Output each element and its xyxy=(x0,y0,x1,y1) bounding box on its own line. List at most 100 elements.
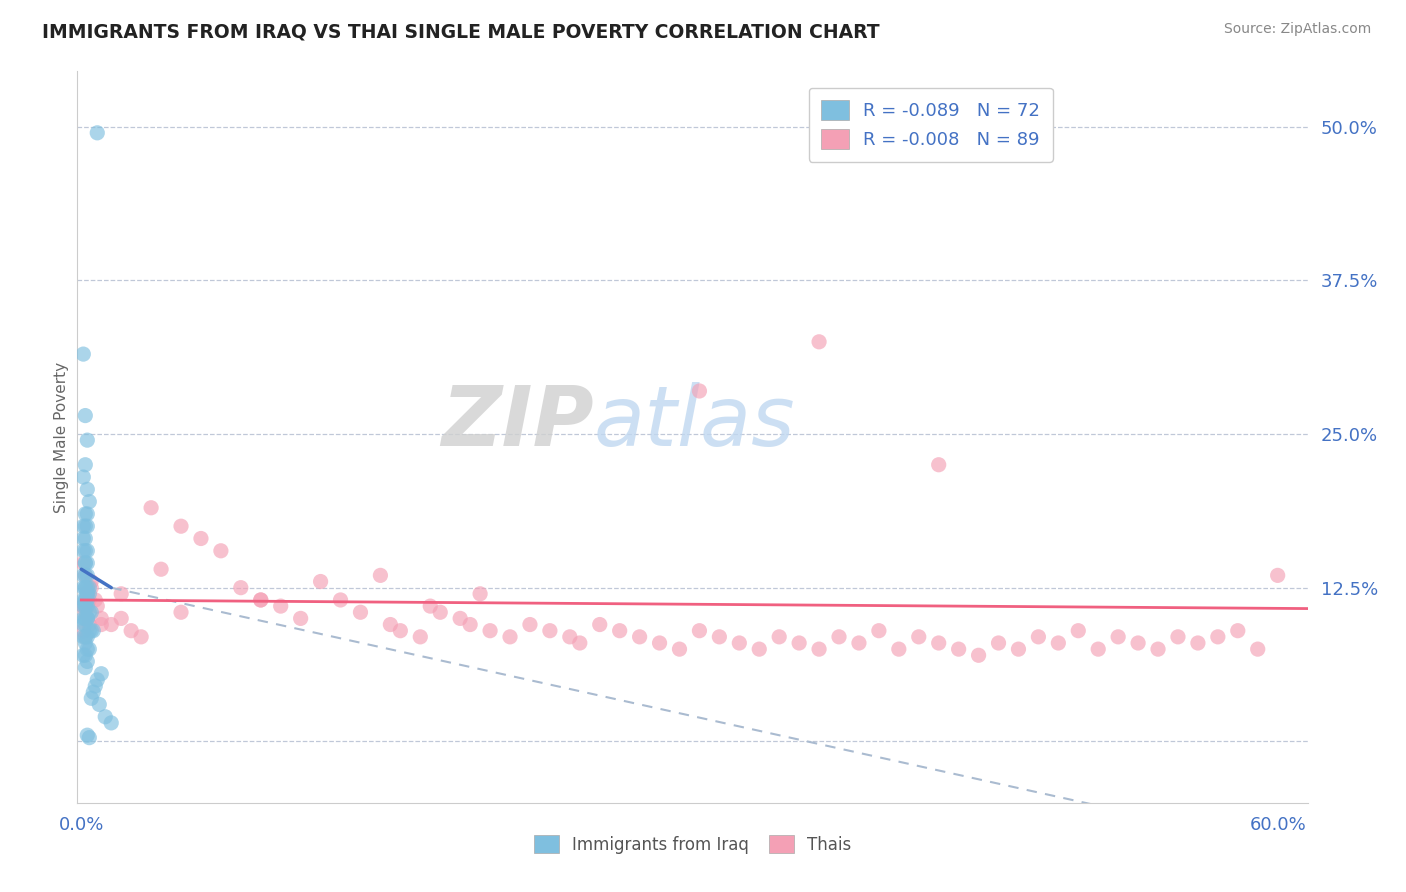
Point xyxy=(558,630,581,644)
Point xyxy=(79,642,101,657)
Point xyxy=(519,617,541,632)
Point xyxy=(1047,636,1070,650)
Point xyxy=(72,470,94,484)
Point xyxy=(887,642,910,657)
Point xyxy=(79,731,101,745)
Point xyxy=(389,624,412,638)
Point xyxy=(75,458,97,472)
Point xyxy=(380,617,402,632)
Point xyxy=(80,624,103,638)
Point xyxy=(82,685,104,699)
Point xyxy=(1187,636,1209,650)
Point xyxy=(76,581,98,595)
Point xyxy=(72,556,94,570)
Point xyxy=(80,581,103,595)
Point xyxy=(129,630,152,644)
Point xyxy=(568,636,591,650)
Point xyxy=(688,624,710,638)
Point xyxy=(82,624,104,638)
Point xyxy=(72,611,94,625)
Point xyxy=(290,611,312,625)
Point xyxy=(75,409,97,423)
Point xyxy=(72,532,94,546)
Point xyxy=(628,630,651,644)
Point xyxy=(868,624,890,638)
Text: IMMIGRANTS FROM IRAQ VS THAI SINGLE MALE POVERTY CORRELATION CHART: IMMIGRANTS FROM IRAQ VS THAI SINGLE MALE… xyxy=(42,22,880,41)
Point xyxy=(370,568,392,582)
Point xyxy=(249,593,271,607)
Point xyxy=(76,507,98,521)
Point xyxy=(72,581,94,595)
Point xyxy=(1206,630,1229,644)
Point xyxy=(76,728,98,742)
Point xyxy=(1167,630,1189,644)
Point xyxy=(72,593,94,607)
Point xyxy=(75,648,97,663)
Point xyxy=(76,611,98,625)
Point xyxy=(72,617,94,632)
Point xyxy=(1267,568,1289,582)
Point xyxy=(79,593,101,607)
Text: Source: ZipAtlas.com: Source: ZipAtlas.com xyxy=(1223,22,1371,37)
Point xyxy=(75,507,97,521)
Point xyxy=(72,543,94,558)
Legend: Immigrants from Iraq, Thais: Immigrants from Iraq, Thais xyxy=(527,829,858,860)
Point xyxy=(668,642,690,657)
Point xyxy=(72,519,94,533)
Point xyxy=(110,611,132,625)
Point xyxy=(709,630,731,644)
Point xyxy=(479,624,502,638)
Point xyxy=(170,519,193,533)
Point xyxy=(967,648,990,663)
Point xyxy=(72,624,94,638)
Point xyxy=(86,599,108,613)
Y-axis label: Single Male Poverty: Single Male Poverty xyxy=(53,361,69,513)
Point xyxy=(76,568,98,582)
Point xyxy=(75,611,97,625)
Text: ZIP: ZIP xyxy=(441,382,595,463)
Point xyxy=(787,636,810,650)
Point xyxy=(100,617,122,632)
Point xyxy=(1087,642,1109,657)
Point xyxy=(75,568,97,582)
Point xyxy=(150,562,173,576)
Point xyxy=(589,617,612,632)
Point xyxy=(190,532,212,546)
Point xyxy=(75,581,97,595)
Point xyxy=(76,599,98,613)
Point xyxy=(76,655,98,669)
Point xyxy=(987,636,1010,650)
Point xyxy=(538,624,561,638)
Point xyxy=(75,519,97,533)
Point xyxy=(499,630,522,644)
Point xyxy=(90,611,112,625)
Point xyxy=(419,599,441,613)
Point xyxy=(76,611,98,625)
Point xyxy=(84,593,107,607)
Point xyxy=(76,543,98,558)
Point xyxy=(90,666,112,681)
Point xyxy=(1067,624,1090,638)
Point xyxy=(79,624,101,638)
Point xyxy=(848,636,870,650)
Point xyxy=(76,642,98,657)
Point xyxy=(76,611,98,625)
Point xyxy=(75,593,97,607)
Point xyxy=(75,599,97,613)
Point xyxy=(76,581,98,595)
Point xyxy=(449,611,471,625)
Point xyxy=(75,617,97,632)
Point xyxy=(75,593,97,607)
Point xyxy=(75,611,97,625)
Point xyxy=(828,630,851,644)
Point xyxy=(75,605,97,619)
Point xyxy=(648,636,671,650)
Point xyxy=(72,648,94,663)
Point xyxy=(75,532,97,546)
Point xyxy=(1107,630,1129,644)
Point xyxy=(75,660,97,674)
Point xyxy=(907,630,929,644)
Point xyxy=(75,556,97,570)
Point xyxy=(75,556,97,570)
Point xyxy=(76,587,98,601)
